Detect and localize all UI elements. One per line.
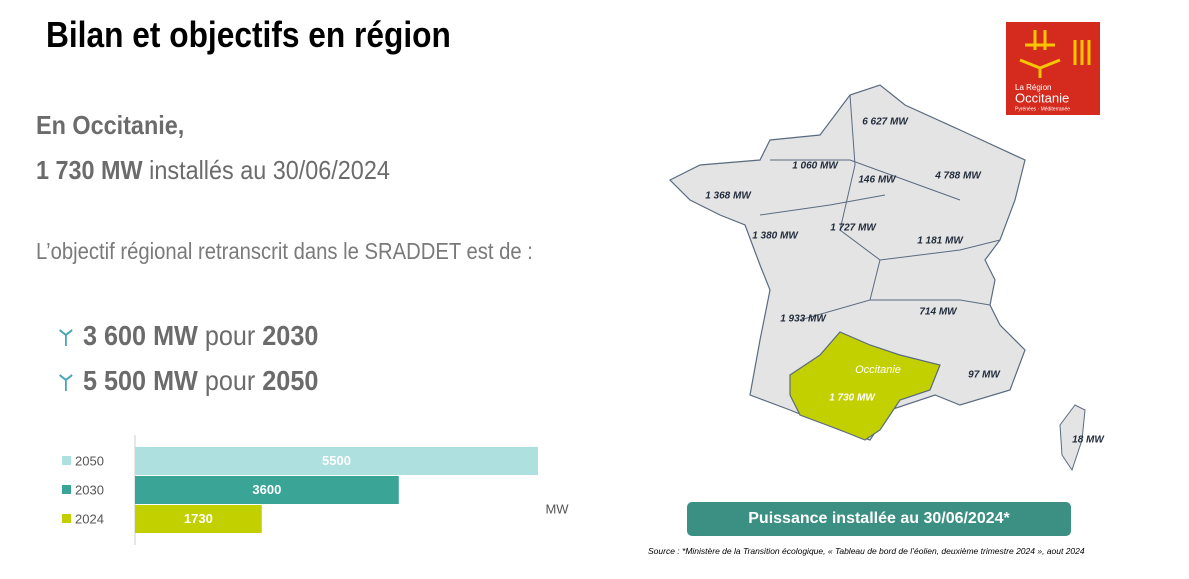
legend-swatch xyxy=(62,456,71,465)
bar-chart: MW 5500 2050 3600 2030 1730 2024 xyxy=(62,435,569,545)
logo-text: Pyrénées · Méditerranée xyxy=(1015,106,1070,112)
map-label: 1 181 MW xyxy=(917,236,964,247)
bullet-year: 2050 xyxy=(262,365,319,396)
legend-swatch xyxy=(62,485,71,494)
bar xyxy=(135,447,538,475)
intro-bold: 1 730 MW xyxy=(36,155,143,185)
intro-line: 1 730 MW installés au 30/06/2024 xyxy=(36,155,390,186)
logo-text: Occitanie xyxy=(1015,90,1069,105)
map-label: 1 730 MW xyxy=(829,393,876,404)
data-label: 1730 xyxy=(184,511,213,526)
region-borders xyxy=(759,94,1001,321)
logo-text: La Région xyxy=(1015,83,1051,92)
legend-swatch xyxy=(62,514,71,523)
bullet: 5 500 MW pour 2050 xyxy=(56,365,318,397)
map-label: 6 627 MW xyxy=(862,117,909,128)
bullet-word: pour xyxy=(204,320,256,351)
bullet-word: pour xyxy=(204,365,256,396)
map-label: 146 MW xyxy=(858,175,897,186)
turbine-icon xyxy=(59,374,73,391)
map-label: 4 788 MW xyxy=(934,171,982,182)
bullet: 3 600 MW pour 2030 xyxy=(56,320,318,352)
bullet-power: 5 500 MW xyxy=(83,365,198,396)
corsica xyxy=(1059,404,1086,472)
category-label: 2050 xyxy=(75,453,104,468)
data-label: 5500 xyxy=(322,453,351,468)
category-label: 2024 xyxy=(75,511,104,526)
title: Bilan et objectifs en région xyxy=(46,14,451,55)
turbine-icon xyxy=(59,329,73,346)
source: Source : *Ministère de la Transition éco… xyxy=(648,546,1085,556)
map-label: 1 380 MW xyxy=(752,231,799,242)
legend-button: Puissance installée au 30/06/2024* xyxy=(687,502,1071,536)
logo xyxy=(1006,22,1100,115)
map-label: 97 MW xyxy=(968,370,1001,381)
bar xyxy=(135,476,399,504)
intro-line: En Occitanie, xyxy=(36,110,185,140)
bullet-power: 3 600 MW xyxy=(83,320,198,351)
logo-cross xyxy=(1019,30,1091,78)
map: 6 627 MW 1 060 MW 146 MW 4 788 MW 1 368 … xyxy=(668,22,1105,472)
unit-label: MW xyxy=(545,501,569,516)
map-label: 1 060 MW xyxy=(792,161,839,172)
intro-text: installés au 30/06/2024 xyxy=(149,155,390,185)
category-label: 2030 xyxy=(75,482,104,497)
map-label: 714 MW xyxy=(919,307,958,318)
objective: L’objectif régional retranscrit dans le … xyxy=(36,238,533,264)
bar xyxy=(135,505,262,533)
region-name: Occitanie xyxy=(855,364,901,376)
france-outline xyxy=(668,84,1026,441)
data-label: 3600 xyxy=(252,482,281,497)
map-label: 1 933 MW xyxy=(780,314,827,325)
map-label: 18 MW xyxy=(1072,435,1105,446)
bullet-year: 2030 xyxy=(262,320,319,351)
map-label: 1 727 MW xyxy=(830,223,877,234)
map-label: 1 368 MW xyxy=(705,191,752,202)
occitanie-region xyxy=(789,331,941,441)
